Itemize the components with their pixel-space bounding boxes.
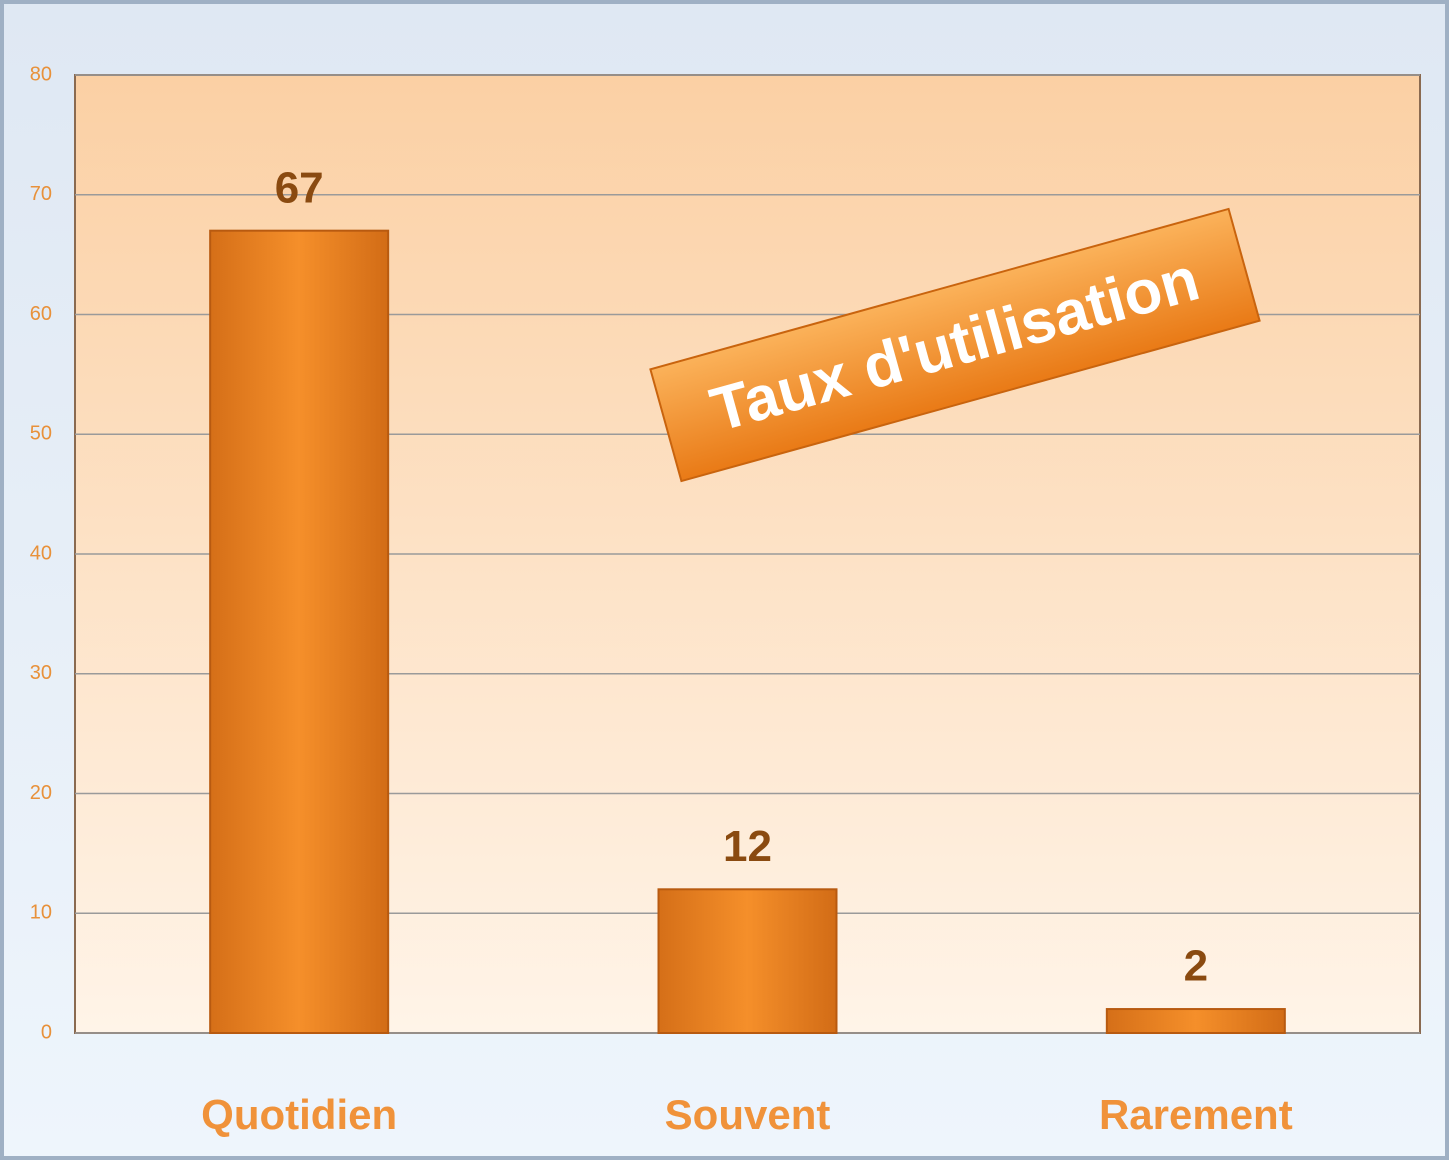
y-tick-label: 60 — [30, 303, 52, 325]
data-label: 67 — [275, 163, 324, 212]
x-tick-label: Quotidien — [201, 1091, 397, 1138]
y-tick-label: 30 — [30, 662, 52, 684]
data-label: 2 — [1184, 942, 1208, 991]
title-background — [649, 207, 1261, 483]
x-tick-label: Souvent — [665, 1091, 831, 1138]
y-tick-label: 80 — [30, 63, 52, 85]
data-label: 12 — [723, 822, 772, 871]
y-tick-label: 70 — [30, 183, 52, 205]
bar — [1105, 1008, 1286, 1034]
y-tick-label: 40 — [30, 542, 52, 564]
y-tick-label: 10 — [30, 902, 52, 924]
y-tick-label: 20 — [30, 782, 52, 804]
bar — [657, 888, 838, 1034]
bar — [209, 229, 390, 1035]
x-tick-label: Rarement — [1099, 1091, 1293, 1138]
y-tick-label: 0 — [41, 1021, 52, 1043]
y-tick-label: 50 — [30, 423, 52, 445]
